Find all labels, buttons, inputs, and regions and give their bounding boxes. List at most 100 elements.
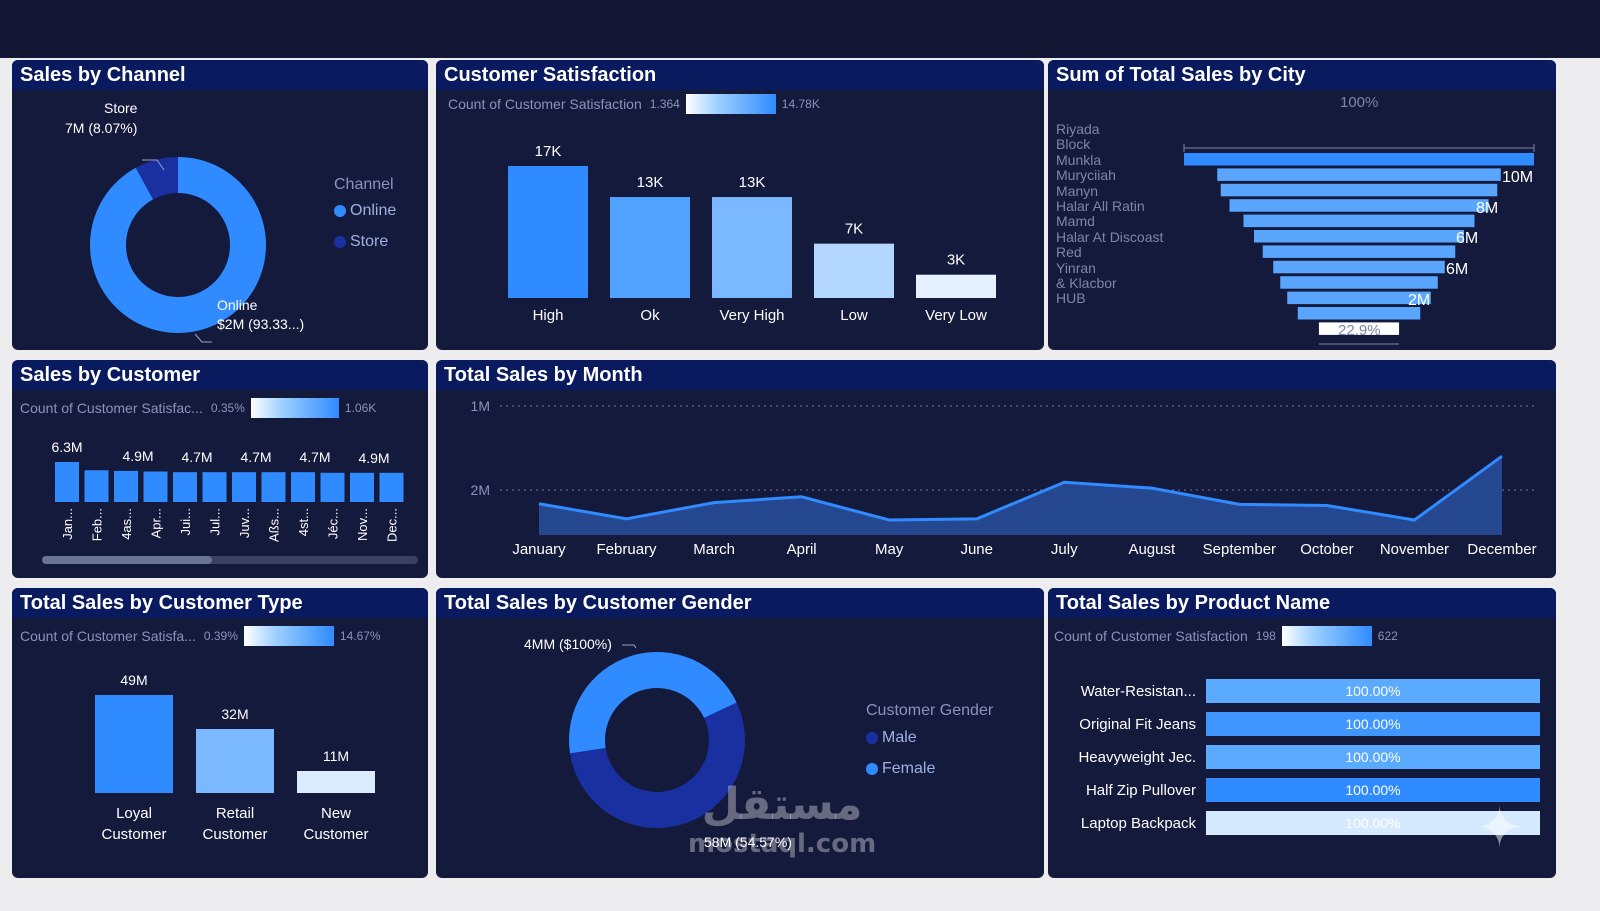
data-label: 4.7M: [299, 449, 330, 465]
category-label: New: [321, 805, 351, 822]
bar-customer: [320, 472, 345, 502]
funnel-bar-0: [1184, 153, 1534, 166]
month-area-chart[interactable]: 1M 2M January February March April May June July…: [436, 390, 1556, 578]
bar-customer: [291, 472, 315, 502]
data-label: 6.3M: [51, 439, 82, 455]
x-tick-label: November: [1380, 541, 1449, 558]
category-label: Customer: [101, 826, 166, 843]
leader-line-store: [142, 159, 165, 171]
category-label: Laptop Backpack: [1081, 815, 1197, 832]
category-label: Jui...: [178, 508, 193, 535]
panel-title: Sum of Total Sales by City: [1048, 60, 1556, 90]
category-label: Customer: [202, 826, 267, 843]
bar-very-low: [916, 274, 996, 298]
label-online-name: Online: [217, 297, 258, 313]
x-tick-label: August: [1128, 541, 1176, 558]
channel-donut-chart[interactable]: [12, 90, 428, 350]
bar-loyal-customer: [95, 695, 173, 793]
data-label: 4.7M: [181, 449, 212, 465]
legend-item-store[interactable]: Store: [334, 233, 388, 251]
category-label: Very Low: [925, 307, 987, 324]
legend-label: Store: [350, 233, 389, 250]
category-label: Aßs...: [267, 508, 282, 542]
panel-sales-by-customer-type[interactable]: Total Sales by Customer Type Count of Cu…: [12, 588, 428, 878]
funnel-bar-3: [1229, 199, 1489, 212]
city-name: Riyada: [1056, 121, 1100, 137]
panel-sales-by-customer[interactable]: Sales by Customer Count of Customer Sati…: [12, 360, 428, 578]
bar-customer: [350, 472, 374, 502]
funnel-bar-4: [1243, 214, 1475, 228]
funnel-bottom-label: 22.9%: [1338, 322, 1381, 339]
data-label: 4.9M: [358, 450, 389, 466]
funnel-top-label: 100%: [1340, 94, 1379, 111]
legend-item-online[interactable]: Online: [334, 202, 396, 220]
data-label: 100.00%: [1345, 815, 1400, 831]
panel-sales-by-month[interactable]: Total Sales by Month 1M 2M January February…: [436, 360, 1556, 578]
category-label: Customer: [303, 826, 368, 843]
panel-sales-by-channel[interactable]: Sales by Channel Store 7M (8.07%) Online…: [12, 60, 428, 350]
data-label: 11M: [323, 748, 349, 764]
bar-customer: [55, 462, 79, 502]
city-name: Manyn: [1056, 182, 1099, 199]
customer-bar-chart[interactable]: 6.3M Jan... Feb... 4.9M 4as... Apr... 4.7M Jui.…: [12, 428, 428, 578]
leader-line-online: [194, 333, 212, 343]
bar-product: [1206, 712, 1540, 736]
category-label: Dec...: [385, 508, 400, 542]
legend-label: Count of Customer Satisfaction: [448, 96, 642, 112]
watermark-logo: مستقل mostaql.com: [688, 779, 877, 859]
scrollbar-thumb[interactable]: [42, 556, 212, 564]
legend-max: 1.06K: [344, 401, 377, 415]
category-label: Very High: [719, 307, 784, 324]
x-tick-label: February: [597, 541, 658, 558]
data-label: 100.00%: [1345, 716, 1400, 732]
gradient-legend: Count of Customer Satisfaction 1.364 14.…: [448, 94, 820, 114]
x-tick-label: May: [875, 541, 904, 558]
funnel-bar-10: [1297, 307, 1421, 320]
category-label: Loyal: [116, 805, 152, 822]
gradient-legend: Count of Customer Satisfac... 0.35% 1.06…: [20, 398, 376, 418]
data-label: 7K: [845, 221, 863, 238]
label-top: 4MM ($100%): [524, 636, 612, 652]
horizontal-scrollbar[interactable]: [42, 556, 418, 564]
gender-donut-chart[interactable]: [436, 618, 1044, 878]
category-label: Feb...: [90, 508, 105, 541]
satisfaction-bar-chart[interactable]: 17K High 13K Ok 13K Very High 7K Low 3K Very Low: [436, 120, 1044, 350]
legend-item-male[interactable]: Male: [866, 729, 917, 747]
category-label: Low: [840, 307, 868, 324]
city-funnel-chart[interactable]: [1048, 90, 1556, 350]
panel-sales-by-city[interactable]: Sum of Total Sales by City Riyada Block …: [1048, 60, 1556, 350]
panel-sales-by-gender[interactable]: Total Sales by Customer Gender 4MM ($100…: [436, 588, 1044, 878]
bar-new-customer: [297, 771, 375, 793]
gender-slice-male: [570, 702, 745, 828]
legend-item-female[interactable]: Female: [866, 760, 935, 778]
panel-sales-by-product[interactable]: Total Sales by Product Name Count of Cus…: [1048, 588, 1556, 878]
x-tick-label: January: [512, 541, 566, 558]
legend-max: 622: [1377, 629, 1398, 643]
category-label: Nov...: [355, 508, 370, 541]
x-tick-label: June: [960, 541, 993, 558]
gender-slice-female: [569, 652, 737, 754]
legend-dot: [866, 763, 878, 775]
bar-high: [508, 166, 588, 298]
legend-gradient-bar: [250, 398, 339, 418]
bar-customer: [261, 472, 286, 502]
bar-product: [1206, 778, 1540, 802]
label-bottom: 58M (54.57%): [704, 834, 792, 850]
panel-title: Total Sales by Customer Gender: [436, 588, 1044, 618]
area-fill: [539, 456, 1502, 535]
city-name: Yinran: [1056, 259, 1096, 276]
category-label: Jul...: [208, 508, 223, 535]
label-store-value: 7M (8.07%): [65, 120, 138, 136]
panel-customer-satisfaction[interactable]: Customer Satisfaction Count of Customer …: [436, 60, 1044, 350]
city-name: Muryciiah: [1056, 167, 1116, 184]
panel-title: Sales by Channel: [12, 60, 428, 90]
funnel-value-label: 6M: [1456, 230, 1479, 247]
city-name: Mamd: [1056, 213, 1095, 230]
watermark-latin: mostaql.com: [688, 829, 877, 859]
bar-low: [814, 243, 894, 298]
product-bar-chart[interactable]: Water-Resistan... 100.00% Original Fit Jea…: [1048, 648, 1556, 878]
legend-max: 14.67%: [339, 629, 381, 643]
legend-gradient-bar: [1281, 626, 1372, 646]
watermark-arabic: مستقل: [701, 779, 863, 830]
customer-type-bar-chart[interactable]: 49M Loyal Customer 32M Retail Customer 11M New C…: [12, 648, 428, 878]
